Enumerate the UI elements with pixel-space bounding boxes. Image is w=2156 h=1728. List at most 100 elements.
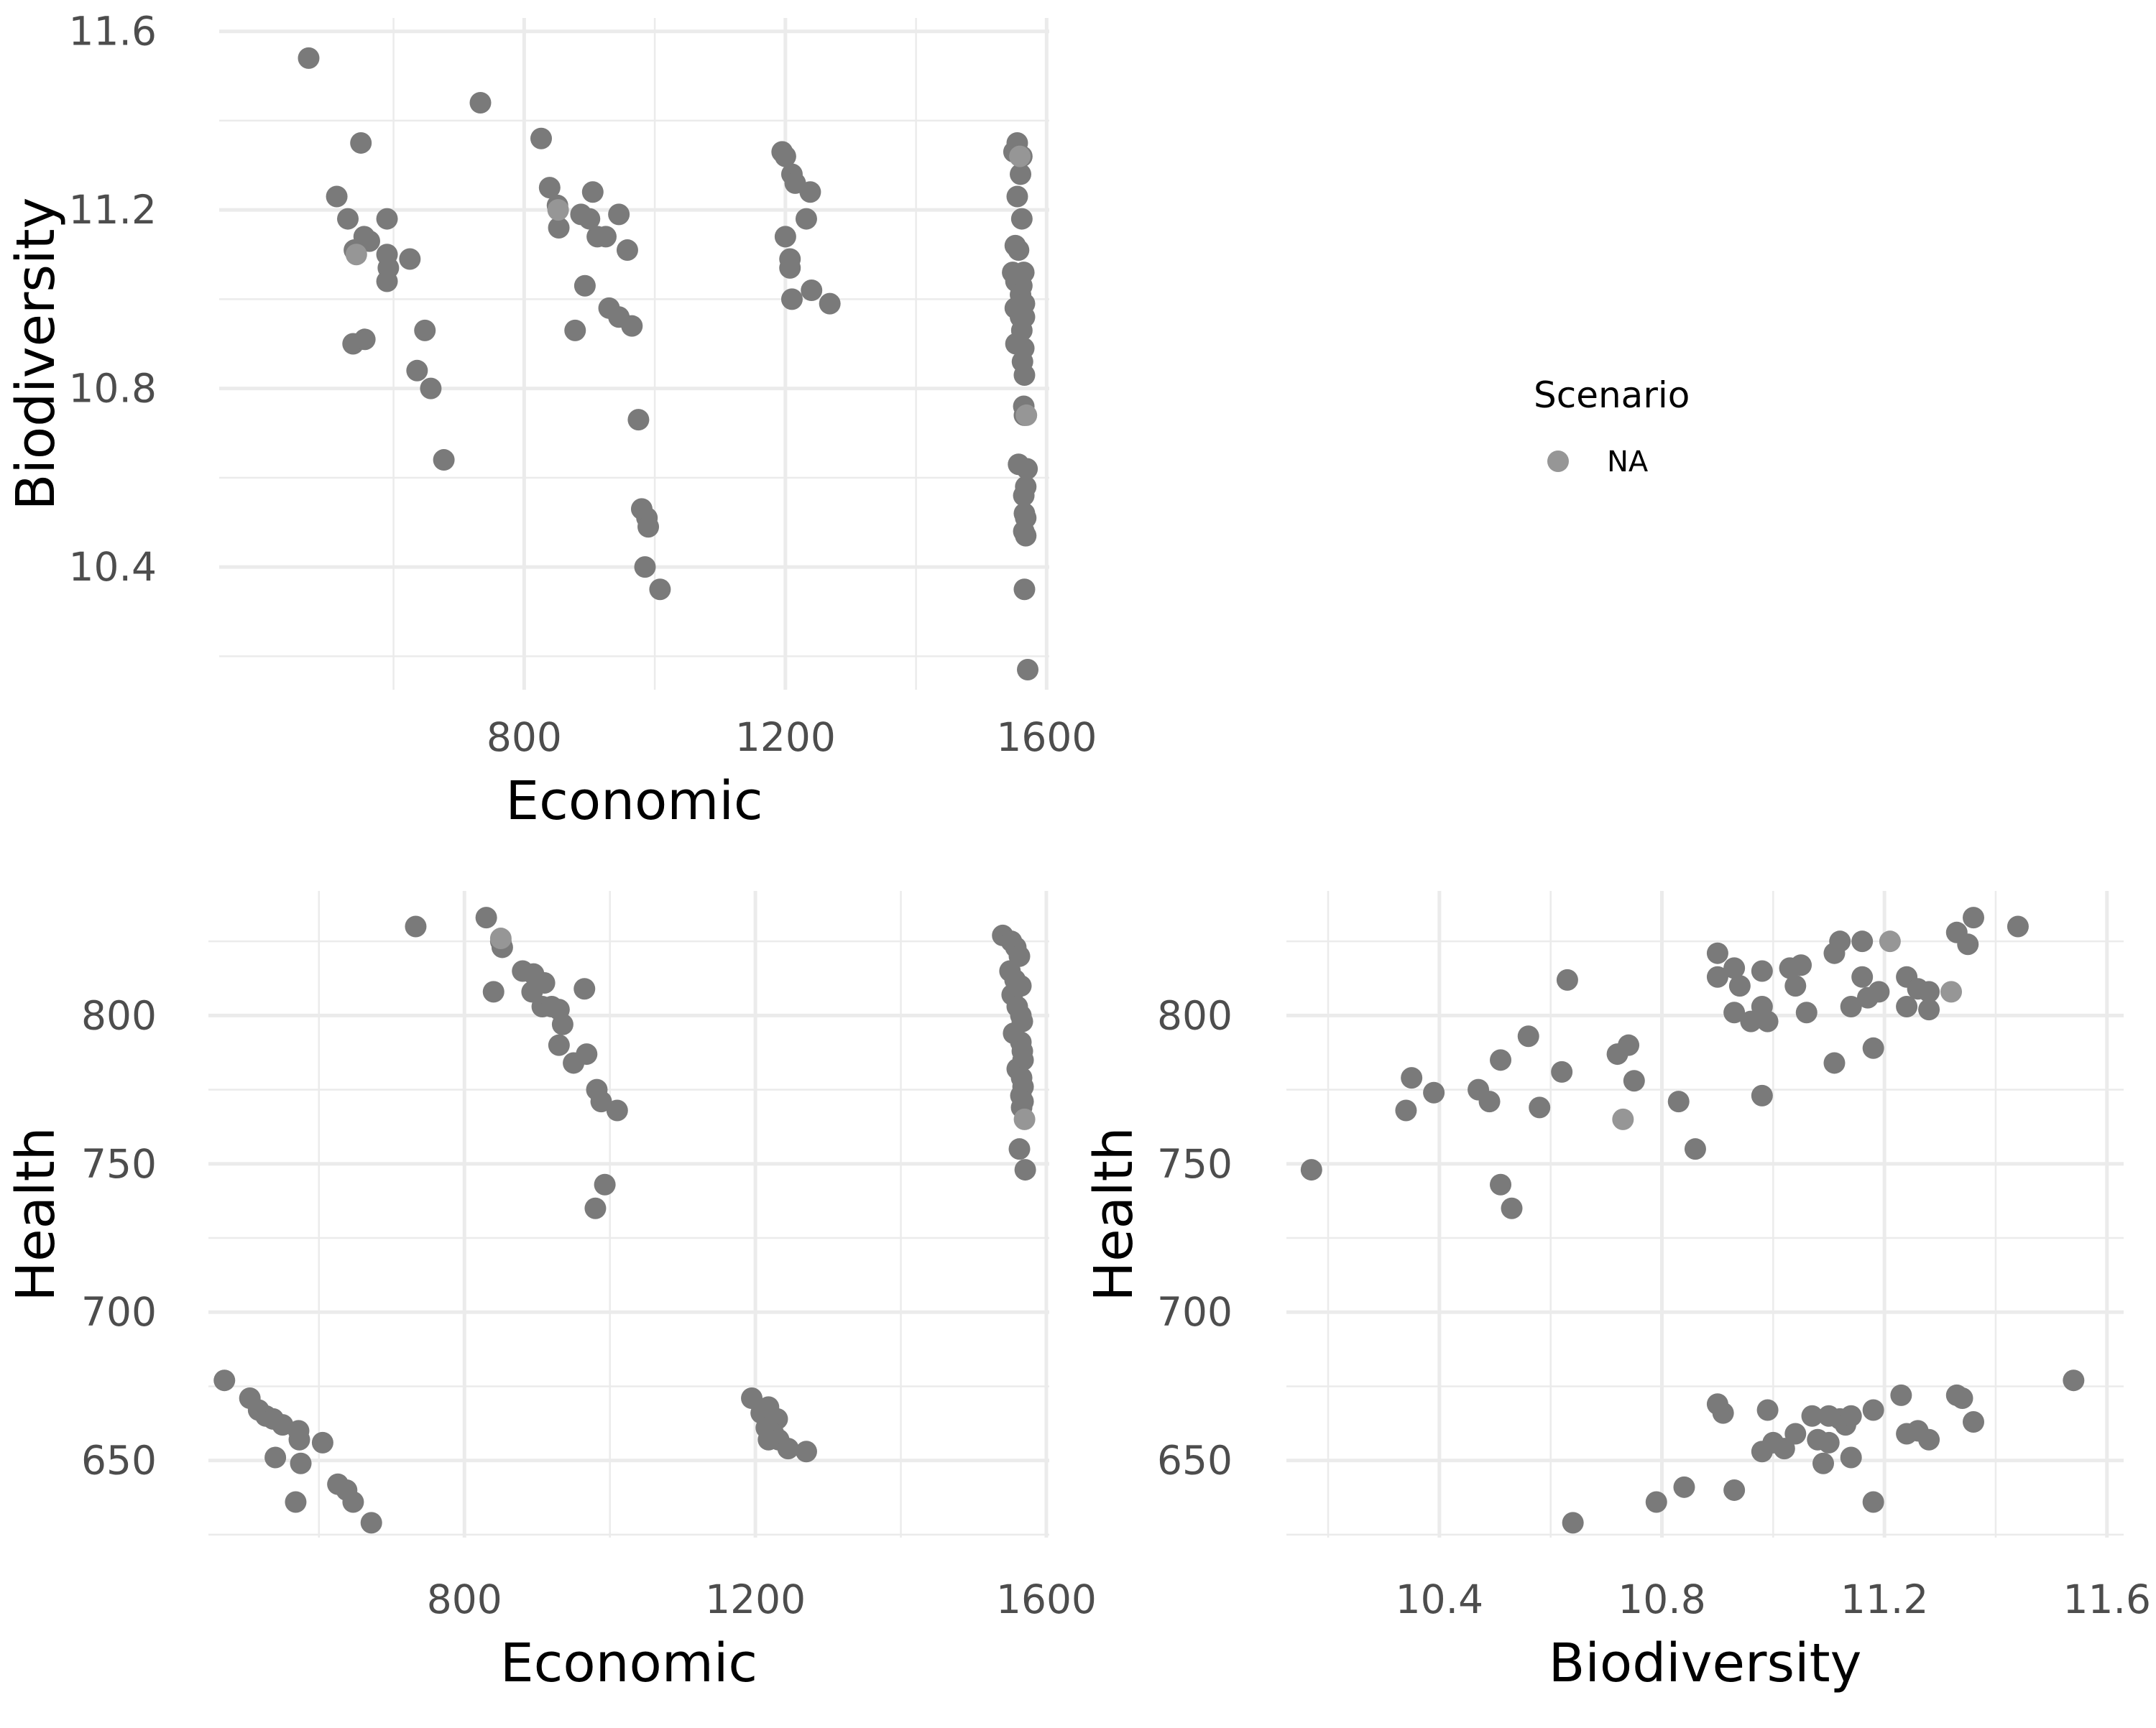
data-point [795,1441,817,1463]
data-point [1501,1197,1523,1219]
y-tick-label: 700 [1157,1289,1233,1335]
data-point [2007,915,2029,938]
data-point [1951,1387,1973,1409]
data-point [1918,999,1940,1021]
data-point [298,47,320,69]
data-point [1840,1446,1862,1469]
data-point [1962,1410,1984,1433]
data-point [1756,1010,1779,1032]
data-point [399,248,421,270]
data-point [1862,1399,1884,1421]
data-point [1562,1512,1584,1534]
data-point [264,1446,287,1469]
data-point [649,578,671,601]
data-point [1840,1405,1862,1427]
data-point [548,216,570,239]
data-point [538,177,561,199]
data-point [1712,1402,1734,1424]
data-point [1784,1423,1807,1445]
data-point [1478,1091,1501,1113]
data-point [1723,957,1746,979]
y-tick-label: 750 [1157,1141,1233,1187]
data-point [594,226,617,248]
data-point [801,279,823,301]
data-point [1728,975,1751,997]
data-point [213,1369,236,1392]
data-point [376,270,398,292]
data-point [354,328,376,351]
panel-1: 800 1200 1600 10.4 10.8 11.2 11.6 Economic Biodi… [5,9,1097,832]
data-point [1016,458,1038,480]
data-point [376,208,398,230]
x-axis-title: Economic [500,1632,757,1694]
data-point [1751,1084,1773,1106]
data-point [579,208,601,230]
y-tick-label: 10.8 [69,366,157,412]
data-point [1896,996,1918,1018]
data-point [1529,1096,1551,1119]
y-tick-label: 800 [81,992,157,1038]
data-point [1801,1405,1823,1427]
data-point [584,1197,607,1219]
data-point [777,1438,799,1460]
data-point [1784,975,1807,997]
data-point [1013,364,1036,387]
data-point-na [1013,1108,1036,1130]
data-point [1556,969,1578,991]
y-axis-title: Health [1083,1127,1145,1302]
data-point [1008,1138,1031,1160]
data-point [1773,1438,1795,1460]
data-point-na [1940,981,1963,1003]
x-tick-label: 11.6 [2063,1576,2151,1622]
data-point [1829,930,1851,953]
data-point [621,315,643,337]
data-point [564,319,586,341]
data-point [780,288,803,310]
data-point-na [547,199,569,221]
data-point [1008,239,1030,262]
data-point [414,319,436,341]
data-point [1517,1025,1539,1048]
legend: Scenario NA [1534,374,1690,479]
data-point [627,409,650,431]
data-point [1812,1452,1834,1474]
x-axis-title: Biodiversity [1549,1632,1862,1694]
data-point [1862,1037,1884,1059]
data-point [1010,208,1033,230]
data-point [1823,1052,1846,1074]
data-point [2063,1369,2085,1392]
data-point [1706,966,1728,988]
data-point [757,1428,780,1451]
data-point [551,1013,573,1035]
data-point [1957,933,1979,956]
data-point [1684,1138,1706,1160]
data-point [1890,1384,1912,1406]
data-point [475,907,497,929]
data-point [433,449,455,471]
y-tick-label: 750 [81,1141,157,1187]
data-point-na [1009,145,1031,167]
data-point [1862,1491,1884,1513]
x-tick-label: 10.8 [1618,1576,1705,1622]
data-point [819,292,841,315]
x-tick-label: 800 [487,714,562,760]
data-point [1795,1002,1818,1024]
y-tick-label: 11.6 [69,9,157,55]
data-point [1756,1399,1779,1421]
data-point [1723,1002,1746,1024]
y-axis-title: Health [5,1127,67,1302]
data-point [1014,1159,1036,1181]
data-point [469,92,492,114]
data-point [1790,954,1812,976]
x-tick-label: 800 [427,1576,502,1622]
data-point [774,226,796,248]
data-point [1645,1491,1667,1513]
data-point [779,257,801,279]
panel-2: 800 1200 1600 650 700 750 800 Economic Health [5,891,1097,1694]
data-point [581,181,604,203]
data-point [1706,942,1728,964]
data-point [1017,659,1039,681]
x-axis-title: Economic [505,770,763,832]
data-point [285,1491,307,1513]
